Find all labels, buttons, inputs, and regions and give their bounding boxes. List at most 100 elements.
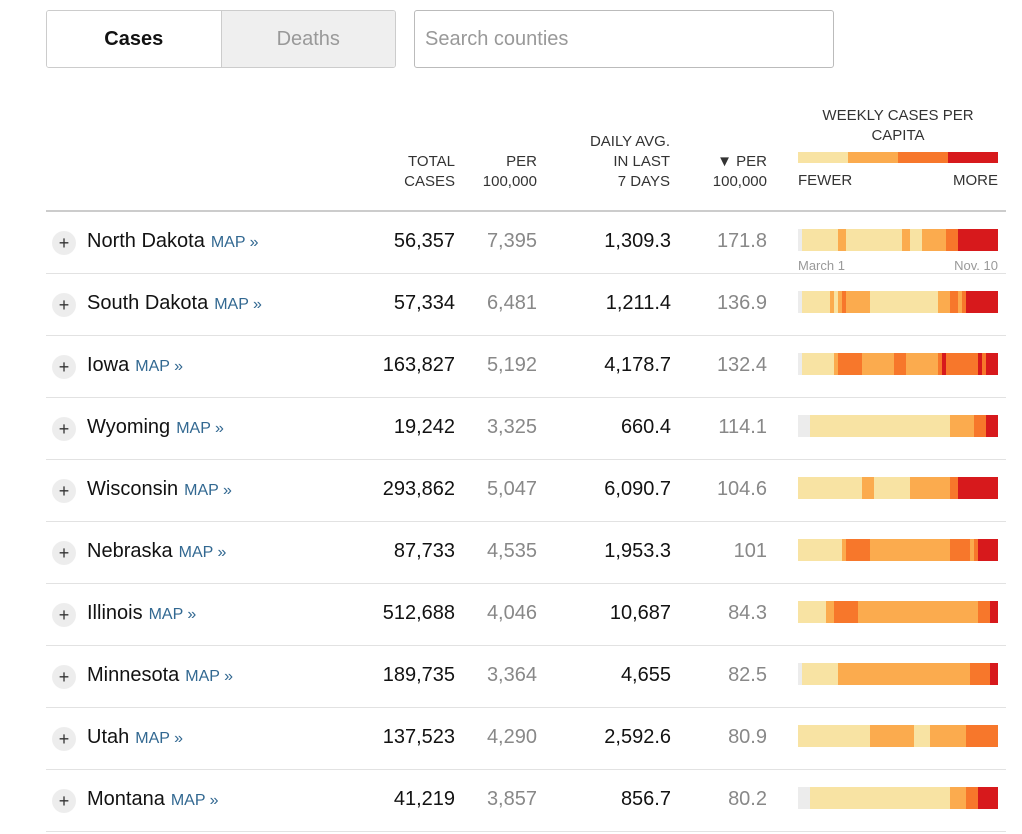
expand-plus-icon[interactable]: + <box>52 541 76 565</box>
legend-swatch <box>798 152 848 163</box>
week-cell <box>802 787 806 809</box>
week-cell <box>890 415 894 437</box>
expand-plus-icon[interactable]: + <box>52 603 76 627</box>
week-cell <box>962 353 966 375</box>
tab-cases[interactable]: Cases <box>47 11 221 67</box>
total-cases: 512,688 <box>382 602 455 624</box>
map-link[interactable]: MAP » <box>176 420 224 437</box>
table-row[interactable]: + North Dakota MAP » 56,357 7,395 1,309.3 171.… <box>46 212 1006 274</box>
week-cell <box>810 353 814 375</box>
week-cell <box>958 353 962 375</box>
header-total-cases[interactable]: TOTAL CASES <box>404 153 455 190</box>
table-row[interactable]: + Wyoming MAP » 19,242 3,325 660.4 114.1 <box>46 398 1006 460</box>
week-cell <box>810 291 814 313</box>
table-row[interactable]: + Wisconsin MAP » 293,862 5,047 6,090.7 104.6 <box>46 460 1006 522</box>
week-cell <box>894 663 898 685</box>
week-cell <box>814 353 818 375</box>
week-cell <box>974 787 978 809</box>
map-link[interactable]: MAP » <box>178 544 227 561</box>
week-cell <box>934 477 938 499</box>
table-row[interactable]: + Minnesota MAP » 189,735 3,364 4,655 82.5 <box>46 646 1006 708</box>
week-cell <box>954 663 958 685</box>
week-cell <box>814 477 818 499</box>
map-link[interactable]: MAP » <box>184 482 232 499</box>
week-cell <box>874 415 878 437</box>
week-cell <box>954 601 958 623</box>
week-cell <box>922 539 926 561</box>
week-cell <box>818 663 822 685</box>
table-row[interactable]: + South Dakota MAP » 57,334 6,481 1,211.4 136.… <box>46 274 1006 336</box>
table-row[interactable]: + Illinois MAP » 512,688 4,046 10,687 84.3 <box>46 584 1006 646</box>
week-cell <box>914 663 918 685</box>
week-cell <box>878 353 882 375</box>
map-link[interactable]: MAP » <box>148 606 197 623</box>
tab-deaths[interactable]: Deaths <box>220 11 395 67</box>
expand-plus-icon[interactable]: + <box>52 417 76 441</box>
week-cell <box>882 415 886 437</box>
week-cell <box>798 601 802 623</box>
week-cell <box>986 415 990 437</box>
week-cell <box>834 725 838 747</box>
week-cell <box>938 663 942 685</box>
table-row[interactable]: + Iowa MAP » 163,827 5,192 4,178.7 132.4 <box>46 336 1006 398</box>
map-link[interactable]: MAP » <box>214 296 262 313</box>
state-name-text: Nebraska <box>87 540 173 562</box>
week-cell <box>970 477 974 499</box>
map-link[interactable]: MAP » <box>185 668 234 685</box>
week-cell <box>826 477 830 499</box>
weekly-sparkline <box>798 415 998 437</box>
expand-plus-icon[interactable]: + <box>52 355 76 379</box>
week-cell <box>906 725 910 747</box>
week-cell <box>930 787 934 809</box>
week-cell <box>962 663 966 685</box>
header-daily-per-100k[interactable]: ▼ PER 100,000 <box>712 153 767 190</box>
week-cell <box>926 291 930 313</box>
week-cell <box>978 663 982 685</box>
map-link[interactable]: MAP » <box>135 730 183 747</box>
week-cell <box>958 477 962 499</box>
week-cell <box>910 663 914 685</box>
week-cell <box>906 415 910 437</box>
week-cell <box>914 539 918 561</box>
expand-plus-icon[interactable]: + <box>52 293 76 317</box>
expand-plus-icon[interactable]: + <box>52 789 76 813</box>
week-cell <box>838 725 842 747</box>
total-cases: 163,827 <box>382 354 455 376</box>
week-cell <box>950 291 954 313</box>
week-cell <box>902 477 906 499</box>
header-per-100k[interactable]: PER 100,000 <box>482 153 537 190</box>
week-cell <box>798 787 802 809</box>
expand-plus-icon[interactable]: + <box>52 231 76 255</box>
week-cell <box>938 539 942 561</box>
search-input[interactable] <box>414 10 834 68</box>
map-link[interactable]: MAP » <box>135 358 183 375</box>
week-cell <box>934 229 938 251</box>
week-cell <box>858 663 862 685</box>
table-row[interactable]: + Nebraska MAP » 87,733 4,535 1,953.3 101 <box>46 522 1006 584</box>
table-row[interactable]: + Montana MAP » 41,219 3,857 856.7 80.2 <box>46 770 1006 832</box>
week-cell <box>830 415 834 437</box>
map-link[interactable]: MAP » <box>210 234 259 251</box>
week-cell <box>882 353 886 375</box>
week-cell <box>894 477 898 499</box>
week-cell <box>870 787 874 809</box>
table-row[interactable]: + Utah MAP » 137,523 4,290 2,592.6 80.9 <box>46 708 1006 770</box>
week-cell <box>882 725 886 747</box>
expand-plus-icon[interactable]: + <box>52 665 76 689</box>
total-cases: 57,334 <box>393 292 455 314</box>
week-cell <box>910 539 914 561</box>
week-cell <box>954 539 958 561</box>
expand-plus-icon[interactable]: + <box>52 727 76 751</box>
daily-avg: 4,655 <box>620 664 671 686</box>
header-daily-avg[interactable]: DAILY AVG. IN LAST 7 DAYS <box>589 133 670 190</box>
week-cell <box>958 539 962 561</box>
map-link[interactable]: MAP » <box>170 792 219 809</box>
week-cell <box>806 725 810 747</box>
week-cell <box>950 477 954 499</box>
week-cell <box>978 539 982 561</box>
week-cell <box>990 291 994 313</box>
week-cell <box>974 229 978 251</box>
expand-plus-icon[interactable]: + <box>52 479 76 503</box>
week-cell <box>802 601 806 623</box>
week-cell <box>886 663 890 685</box>
